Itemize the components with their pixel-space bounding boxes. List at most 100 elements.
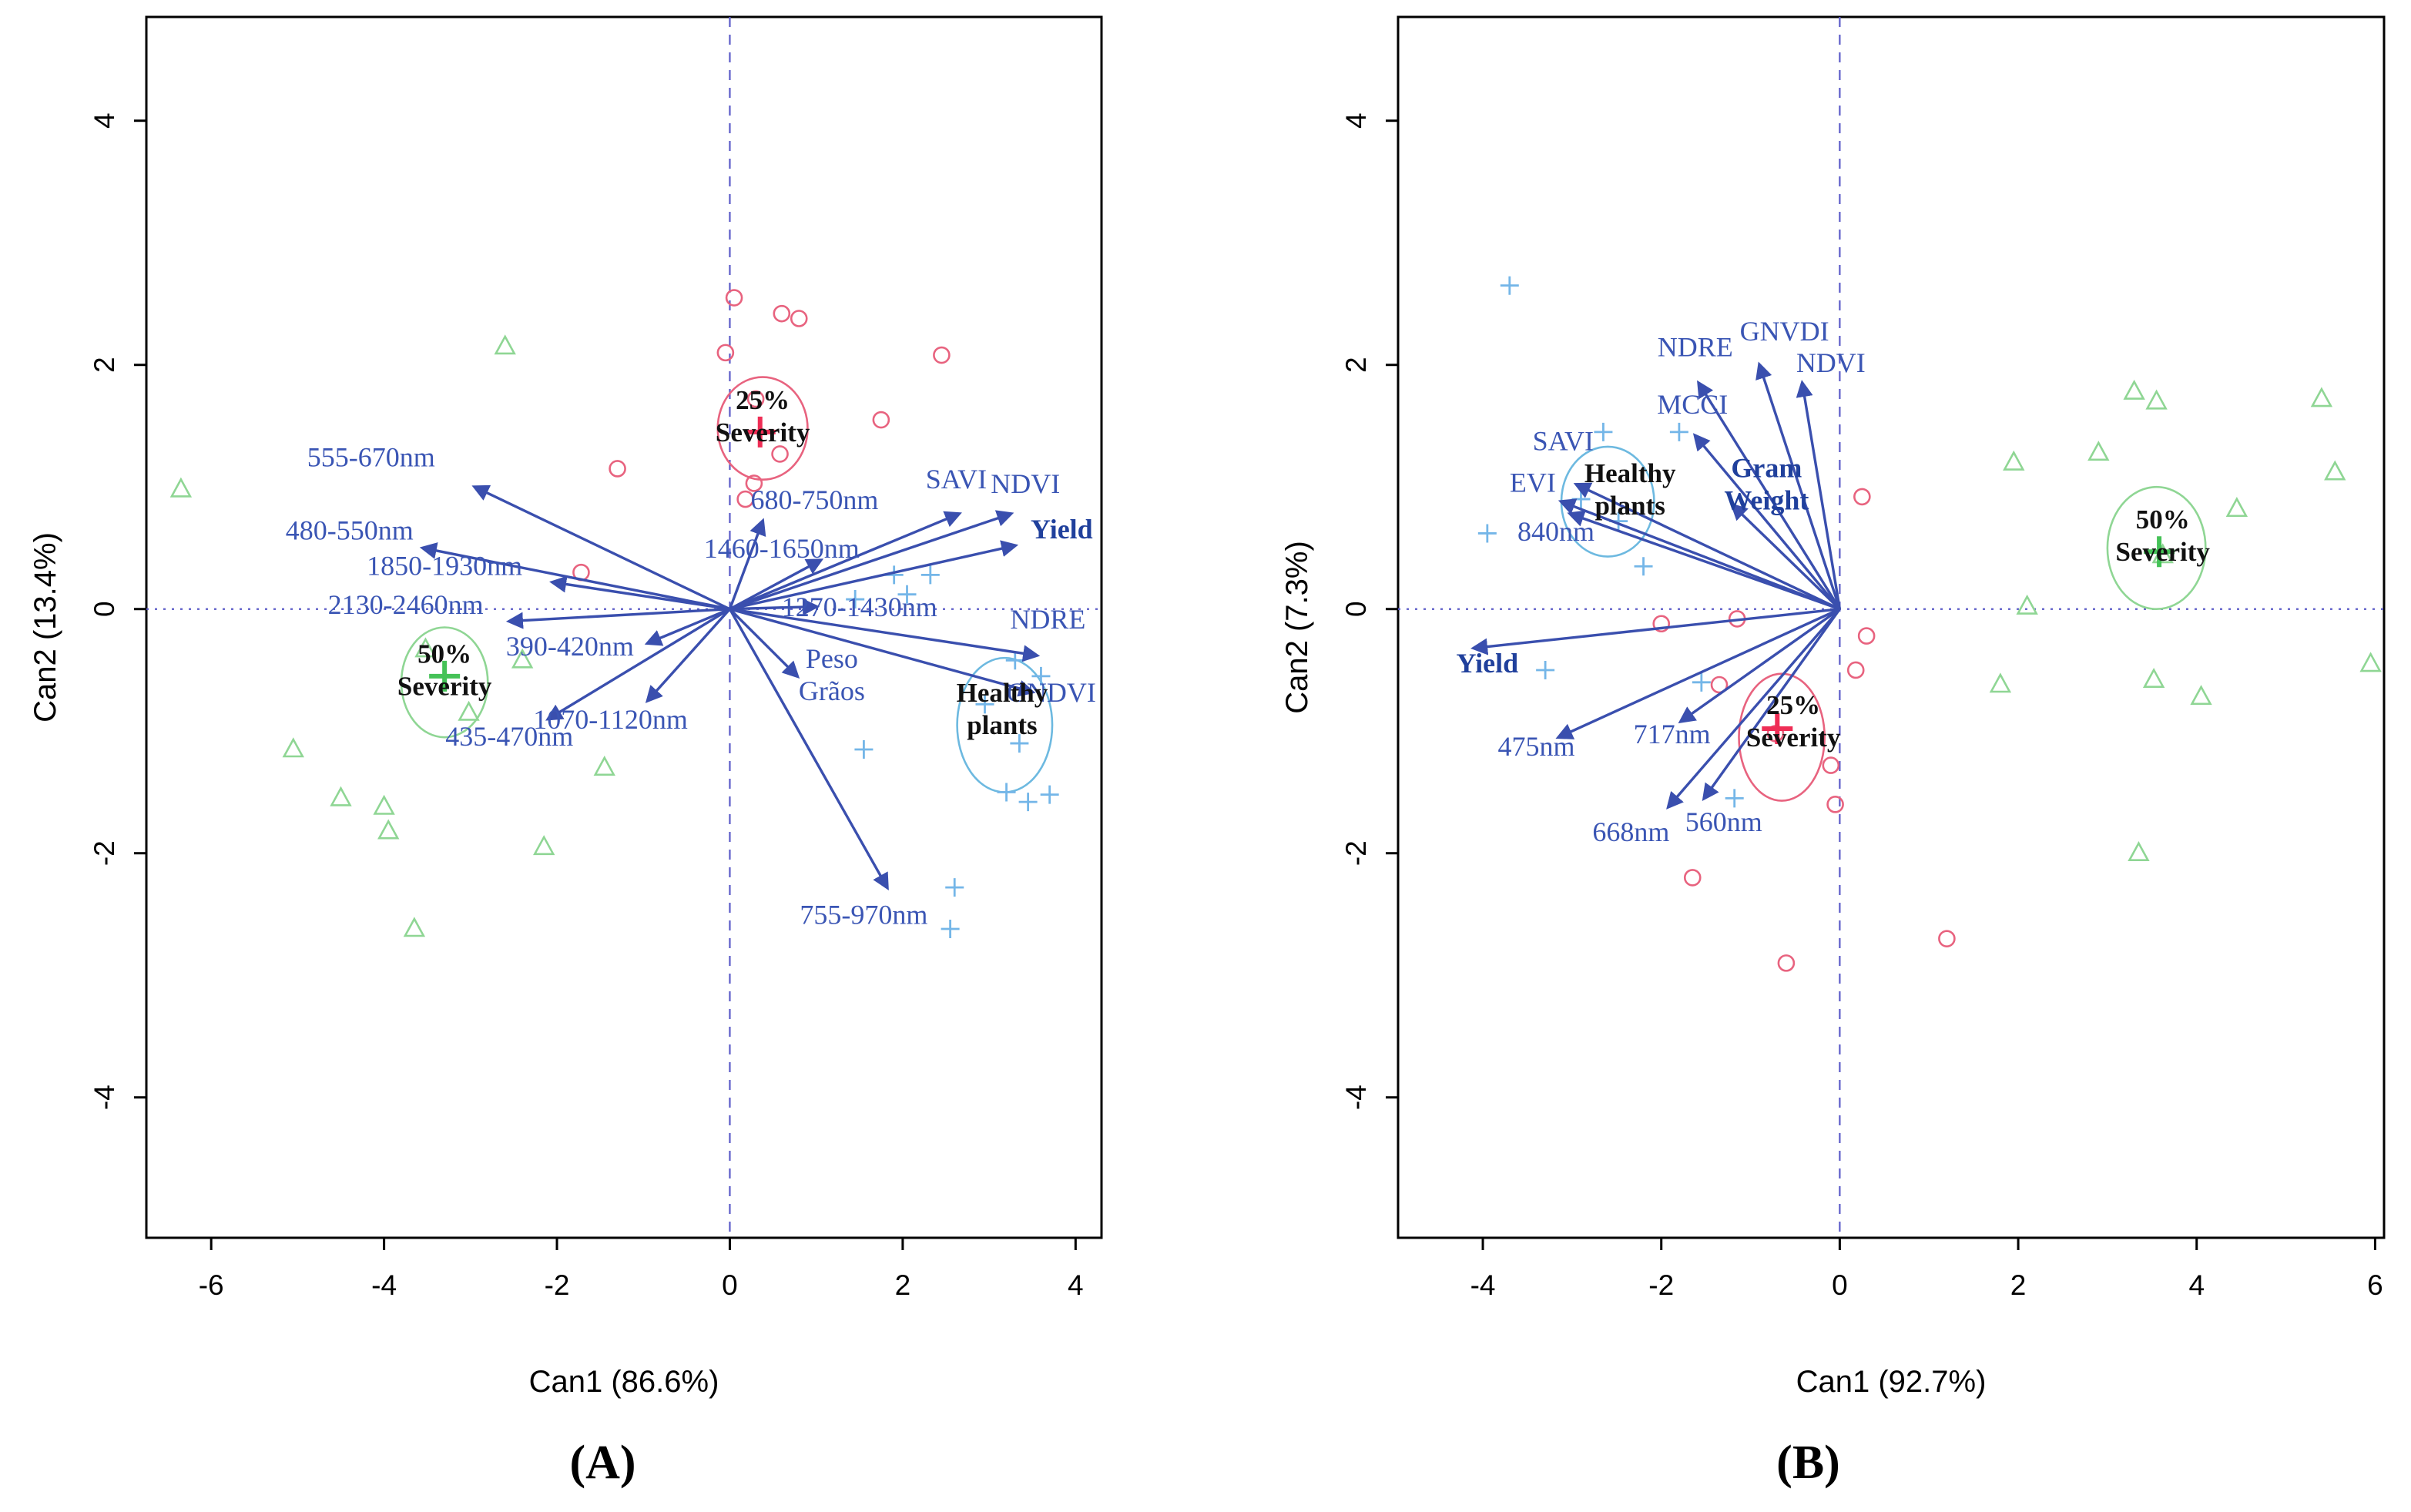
vector-label: 480-550nm	[286, 515, 414, 545]
data-point	[1846, 661, 1865, 679]
centroid-markers	[429, 416, 776, 692]
variable-arrow	[1692, 433, 1841, 610]
data-point	[1594, 422, 1613, 441]
cluster-ellipse	[2106, 485, 2207, 611]
plot-border	[1397, 15, 2386, 1239]
data-point	[1031, 666, 1051, 686]
data-point	[773, 304, 791, 323]
variable-arrow	[729, 511, 962, 611]
panel-a: -6 -4 -2 0 2 4 -4 -2 0 2 4 Can1 (86.6%) Can2 (13.4%)…	[29, 15, 1103, 1489]
data-point	[1777, 954, 1796, 972]
variable-arrow	[545, 608, 731, 721]
panel-a-plot: -6 -4 -2 0 2 4 -4 -2 0 2 4 Can1 (86.6%) Can2 (13.4%)…	[29, 15, 1103, 1399]
x-tick-label: 6	[2367, 1269, 2383, 1301]
cluster-ellipse	[716, 376, 809, 481]
data-point	[2190, 685, 2212, 706]
data-point	[414, 637, 437, 658]
variable-arrow	[729, 510, 1014, 611]
vector-label: 555-670nm	[307, 441, 435, 472]
vector-label: 560nm	[1685, 806, 1762, 837]
vector-label: GNDVI	[1007, 677, 1096, 708]
y-tick-label: 4	[1340, 112, 1372, 129]
cluster-label: 25%	[736, 385, 790, 415]
vector-label: 1850-1930nm	[367, 550, 522, 581]
vector-labels: 555-670nm 480-550nm 1850-1930nm 2130-2460nm…	[286, 441, 1096, 930]
data-point	[920, 565, 940, 585]
centroid-plus	[2144, 536, 2175, 568]
vector-label: 390-420nm	[506, 631, 634, 662]
y-tick-label: 0	[89, 601, 120, 617]
data-point	[2087, 441, 2110, 461]
x-tick-label: 2	[2010, 1269, 2027, 1301]
vector-label: 755-970nm	[800, 900, 927, 930]
variable-arrow	[1558, 498, 1841, 611]
data-point	[2003, 450, 2025, 471]
vector-label: 1460-1650nm	[704, 533, 860, 564]
panel-b-letter: (B)	[1776, 1437, 1840, 1489]
data-point	[771, 445, 789, 463]
variable-arrow	[644, 608, 731, 646]
data-point	[1669, 422, 1688, 441]
variable-arrow	[1678, 608, 1841, 724]
zero-guides	[1398, 17, 2384, 1238]
variable-arrow	[729, 608, 1036, 697]
vector-label: 2130-2460nm	[328, 589, 484, 620]
cluster-label: Healthy	[1584, 458, 1676, 488]
vector-label: 668nm	[1592, 816, 1669, 847]
vector-label: NDVI	[991, 468, 1060, 499]
variable-arrow	[1796, 380, 1842, 610]
panel-b-plot: -4 -2 0 2 4 6 -4 -2 0 2 4 Can1 (92.7%) Can2 (7.3%) ND…	[1280, 15, 2386, 1399]
data-point	[1477, 524, 1497, 543]
data-point	[716, 344, 735, 362]
data-point	[1683, 869, 1702, 887]
data-point	[533, 835, 555, 856]
variable-vectors	[419, 484, 1041, 890]
vector-label: 680-750nm	[750, 484, 878, 515]
data-point	[2016, 594, 2038, 615]
y-tick-label: -4	[1340, 1085, 1372, 1110]
variable-arrow	[1470, 608, 1840, 655]
cluster-label: Severity	[397, 671, 492, 701]
plot-border	[145, 15, 1103, 1239]
cluster-label: 50%	[2136, 505, 2190, 535]
x-tick-label: -2	[1648, 1269, 1674, 1301]
data-point	[1692, 672, 1711, 692]
data-point	[1822, 756, 1840, 774]
data-point	[854, 740, 874, 759]
vector-label: 435-470nm	[445, 721, 573, 752]
data-point	[1857, 627, 1876, 645]
panel-a-letter: (A)	[569, 1437, 636, 1489]
variable-arrow	[419, 542, 730, 611]
vector-label: NDRE	[1658, 332, 1733, 363]
data-point	[330, 786, 352, 806]
variable-vectors	[1470, 361, 1842, 810]
data-point	[975, 695, 994, 714]
y-tick-label: 4	[89, 112, 120, 129]
axes: -4 -2 0 2 4 6 -4 -2 0 2 4 Can1 (92.7%) Can2 (7.3%)	[1280, 112, 2383, 1399]
data-point	[736, 490, 754, 508]
y-axis-title: Can2 (7.3%)	[1280, 541, 1314, 714]
variable-arrow	[1702, 608, 1841, 801]
data-point	[2310, 387, 2333, 407]
data-point	[746, 390, 765, 408]
x-tick-label: 2	[895, 1269, 911, 1301]
vector-label: 1070-1120nm	[533, 704, 688, 735]
axes: -6 -4 -2 0 2 4 -4 -2 0 2 4 Can1 (86.6%) Can2 (13.4%)	[29, 112, 1084, 1399]
data-point	[377, 819, 400, 840]
data-point	[846, 590, 865, 609]
x-axis-title: Can1 (92.7%)	[1796, 1365, 1987, 1399]
cluster-label: Severity	[716, 417, 810, 448]
data-point	[511, 648, 534, 669]
cluster-label: 50%	[417, 639, 471, 669]
centroid-plus	[429, 660, 461, 692]
data-point	[609, 460, 626, 478]
panel-b: -4 -2 0 2 4 6 -4 -2 0 2 4 Can1 (92.7%) Can2 (7.3%) ND…	[1206, 0, 2411, 1512]
vector-label: 1270-1430nm	[782, 592, 937, 622]
data-point	[2123, 379, 2145, 400]
vector-label: Yield	[1031, 514, 1093, 545]
variable-arrow	[1666, 608, 1841, 810]
y-tick-label: 2	[89, 357, 120, 373]
variable-arrow	[549, 575, 730, 611]
